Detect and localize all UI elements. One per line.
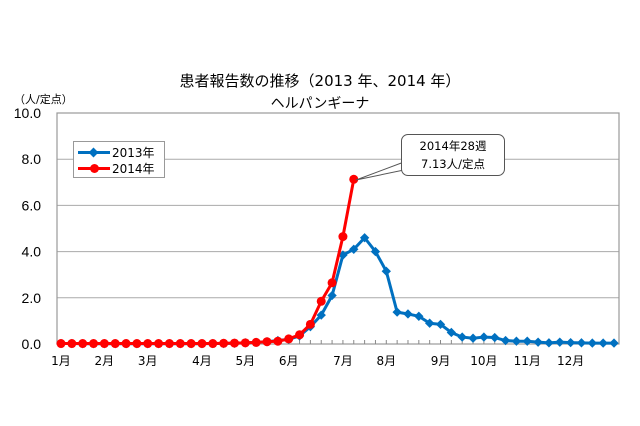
peak-annotation-callout: 2014年28週 7.13人/定点 [401, 134, 505, 176]
data-point [500, 335, 511, 346]
data-point [316, 296, 326, 306]
data-point [370, 246, 381, 257]
data-point [208, 339, 218, 349]
data-point [284, 334, 294, 344]
data-point [240, 338, 250, 348]
y-tick-label: 0.0 [22, 336, 42, 352]
series-line [61, 179, 356, 346]
x-tick-label: 11月 [514, 354, 541, 368]
x-tick-label: 6月 [279, 354, 299, 368]
data-point [78, 339, 88, 349]
legend-line-red-icon [78, 163, 110, 173]
data-point [576, 338, 587, 348]
data-point [132, 339, 142, 349]
y-tick-label: 10.0 [14, 105, 41, 121]
x-tick-label: 3月 [138, 354, 158, 368]
data-point [251, 337, 261, 347]
data-point [197, 339, 207, 349]
callout-line-week: 2014年28週 [419, 139, 487, 153]
data-point [327, 278, 337, 288]
legend-label: 2014年 [112, 161, 155, 176]
data-point [587, 338, 597, 348]
y-tick-label: 8.0 [22, 151, 42, 167]
data-point [598, 338, 608, 348]
callout-line-value: 7.13人/定点 [421, 157, 485, 171]
data-point [446, 327, 457, 338]
x-tick-label: 2月 [95, 354, 115, 368]
data-point [316, 310, 326, 320]
legend-label: 2013年 [112, 145, 155, 160]
callout-pointer [355, 161, 405, 181]
data-point [349, 174, 359, 184]
y-axis-ticks: 0.0 2.0 4.0 6.0 8.0 10.0 [14, 105, 41, 352]
x-tick-label: 8月 [376, 354, 396, 368]
data-point [89, 339, 99, 349]
data-point [99, 339, 109, 349]
legend-item-2013: 2013年 [78, 144, 155, 160]
legend-line-blue-icon [78, 147, 110, 157]
data-point [609, 338, 619, 348]
data-point [381, 266, 391, 276]
data-point [479, 332, 489, 342]
data-point [273, 336, 283, 346]
legend: 2013年 2014年 [73, 141, 165, 178]
data-point [67, 339, 77, 349]
diamond-marker-icon [88, 147, 99, 157]
data-point [435, 319, 446, 330]
data-point [349, 244, 359, 254]
data-point [424, 318, 435, 328]
y-tick-label: 2.0 [22, 290, 42, 306]
legend-item-2014: 2014年 [78, 160, 155, 176]
x-tick-label: 10月 [470, 354, 497, 368]
data-point [56, 339, 66, 349]
data-point [522, 336, 532, 346]
chart-subtitle: ヘルパンギーナ [270, 96, 370, 112]
data-point [327, 290, 337, 301]
data-point [164, 339, 174, 349]
data-point [555, 337, 565, 347]
data-point [565, 337, 576, 348]
x-tick-label: 7月 [333, 354, 353, 368]
data-point [295, 330, 305, 340]
data-point [186, 339, 196, 349]
y-tick-label: 4.0 [22, 244, 42, 260]
data-point [533, 337, 543, 347]
chart-title: 患者報告数の推移（2013 年、2014 年） [179, 72, 461, 90]
data-point [175, 339, 185, 349]
x-tick-label: 1月 [51, 354, 71, 368]
data-series [56, 174, 619, 349]
data-point [338, 232, 348, 242]
data-point [414, 311, 424, 321]
x-tick-label: 12月 [557, 354, 584, 368]
data-point [305, 319, 315, 329]
data-point [219, 338, 229, 348]
data-point [154, 339, 164, 349]
data-point [490, 332, 500, 343]
x-tick-label: 4月 [192, 354, 212, 368]
data-point [359, 233, 370, 243]
series-2014年 [56, 174, 359, 349]
data-point [110, 339, 120, 349]
data-point [403, 309, 413, 319]
data-point [468, 333, 478, 343]
data-point [544, 338, 554, 348]
data-point [262, 337, 272, 347]
data-point [121, 339, 131, 349]
data-point [143, 339, 153, 349]
data-point [511, 336, 522, 346]
plot-area [56, 112, 620, 345]
y-tick-label: 6.0 [22, 197, 42, 213]
series-2013年 [56, 233, 619, 349]
y-axis-unit-label: （人/定点） [14, 93, 73, 106]
circle-marker-icon [90, 163, 99, 173]
x-tick-label: 9月 [431, 354, 451, 368]
data-point [229, 338, 239, 348]
data-point [457, 332, 467, 342]
data-point [392, 307, 402, 317]
x-tick-label: 5月 [236, 354, 256, 368]
